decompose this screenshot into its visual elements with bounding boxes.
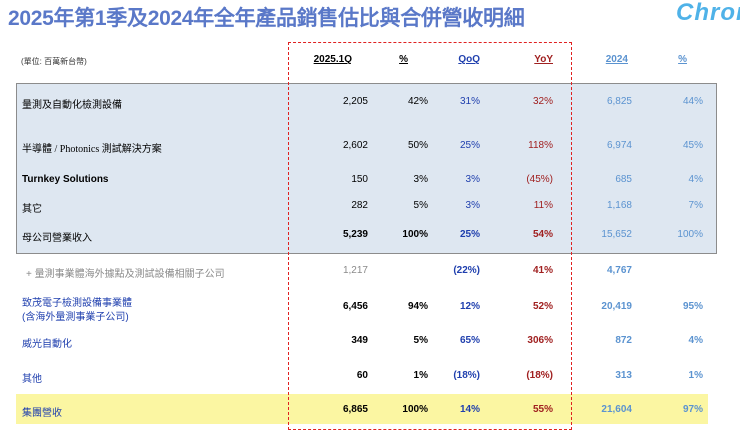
row-label-group-revenue: 集團營收 — [22, 408, 62, 419]
row-label-chroma-group: 致茂電子檢測設備事業體 — [22, 298, 132, 309]
cell-pct1: 5% — [413, 200, 428, 211]
cell-yoy: 306% — [527, 335, 553, 346]
header-pct-2: % — [678, 54, 687, 65]
cell-qoq: 3% — [465, 200, 480, 211]
cell-yoy: 11% — [533, 200, 553, 211]
cell-2024: 6,974 — [606, 140, 632, 151]
header-2024: 2024 — [605, 54, 628, 65]
cell-pct1: 3% — [413, 174, 428, 185]
cell-q1: 2,205 — [342, 96, 368, 107]
cell-yoy: 54% — [532, 229, 553, 240]
cell-qoq: 3% — [465, 174, 480, 185]
cell-2024: 20,419 — [601, 301, 632, 312]
row-label-subsidiaries: + 量測事業體海外據點及測試設備相關子公司 — [26, 269, 225, 280]
cell-2024: 4,767 — [606, 265, 632, 276]
cell-qoq: (22%) — [453, 265, 480, 276]
cell-yoy: (45%) — [526, 174, 553, 185]
cell-yoy: 55% — [532, 404, 553, 415]
cell-2024: 685 — [615, 174, 632, 185]
cell-qoq: 25% — [459, 140, 480, 151]
cell-pct1: 50% — [407, 140, 428, 151]
header-pct-1: % — [399, 54, 408, 65]
header-2025-1q: 2025.1Q — [313, 54, 352, 65]
cell-pct2: 95% — [682, 301, 703, 312]
page-title: 2025年第1季及2024年全年產品銷售估比與合併營收明細 — [8, 7, 525, 30]
cell-qoq: 25% — [459, 229, 480, 240]
cell-qoq: 31% — [459, 96, 480, 107]
row-label-weiguang: 威光自動化 — [22, 339, 72, 350]
cell-pct2: 7% — [688, 200, 703, 211]
cell-2024: 15,652 — [601, 229, 632, 240]
cell-yoy: 118% — [528, 140, 553, 151]
cell-q1: 282 — [351, 200, 368, 211]
cell-2024: 21,604 — [601, 404, 632, 415]
cell-pct1: 100% — [402, 229, 428, 240]
cell-2024: 872 — [615, 335, 632, 346]
cell-pct2: 1% — [688, 370, 703, 381]
cell-q1: 349 — [351, 335, 368, 346]
cell-q1: 5,239 — [342, 229, 368, 240]
row-label-other-companies: 其他 — [22, 374, 42, 385]
cell-pct2: 97% — [682, 404, 703, 415]
company-logo: Chror — [676, 0, 740, 26]
header-qoq: QoQ — [458, 54, 480, 65]
cell-q1: 1,217 — [342, 265, 368, 276]
cell-pct2: 100% — [677, 229, 703, 240]
cell-2024: 6,825 — [606, 96, 632, 107]
cell-qoq: 14% — [459, 404, 480, 415]
cell-yoy: 52% — [532, 301, 553, 312]
cell-q1: 150 — [351, 174, 368, 185]
cell-pct2: 45% — [682, 140, 703, 151]
cell-pct2: 4% — [688, 335, 703, 346]
cell-yoy: 41% — [532, 265, 553, 276]
row-label-others: 其它 — [22, 204, 42, 215]
cell-q1: 6,865 — [342, 404, 368, 415]
row-label-semiconductor: 半導體 / Photonics 測試解決方案 — [22, 144, 162, 155]
row-label-turnkey: Turnkey Solutions — [22, 174, 109, 185]
cell-pct1: 100% — [402, 404, 428, 415]
cell-qoq: (18%) — [453, 370, 480, 381]
cell-pct1: 5% — [413, 335, 428, 346]
row-label-metrology: 量測及自動化檢測設備 — [22, 100, 122, 111]
cell-pct1: 1% — [413, 370, 428, 381]
parent-company-section-box — [16, 83, 717, 254]
cell-2024: 1,168 — [606, 200, 632, 211]
cell-q1: 2,602 — [342, 140, 368, 151]
group-revenue-highlight — [16, 394, 708, 424]
cell-q1: 6,456 — [342, 301, 368, 312]
cell-qoq: 65% — [459, 335, 480, 346]
cell-q1: 60 — [356, 370, 368, 381]
cell-yoy: 32% — [532, 96, 553, 107]
row-label-parent-revenue: 母公司營業收入 — [22, 233, 92, 244]
cell-pct1: 94% — [407, 301, 428, 312]
cell-2024: 313 — [615, 370, 632, 381]
cell-pct2: 44% — [682, 96, 703, 107]
row-label-chroma-group-sub: (含海外量測事業子公司) — [22, 312, 129, 323]
cell-yoy: (18%) — [526, 370, 553, 381]
cell-pct1: 42% — [407, 96, 428, 107]
cell-pct2: 4% — [688, 174, 703, 185]
q1-highlight-frame — [288, 42, 572, 430]
unit-note: (單位: 百萬新台幣) — [21, 57, 87, 66]
cell-qoq: 12% — [459, 301, 480, 312]
header-yoy: YoY — [534, 54, 553, 65]
